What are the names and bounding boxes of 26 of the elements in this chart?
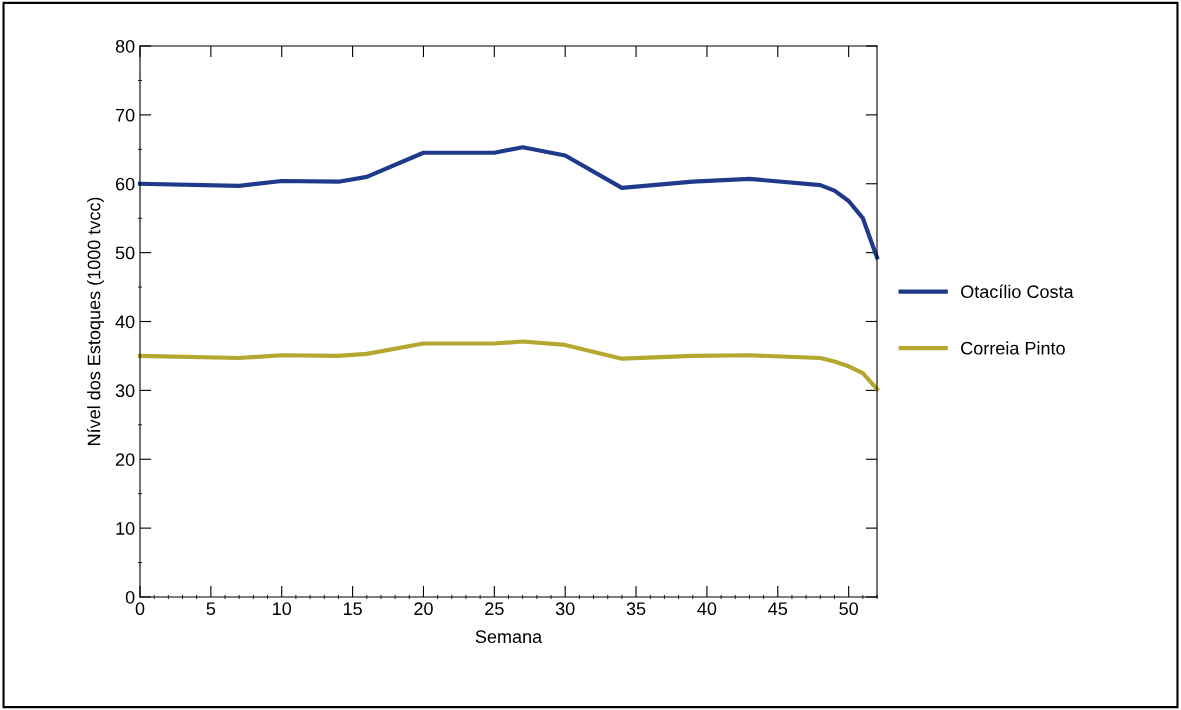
y-tick-label: 80	[115, 39, 135, 53]
y-tick-label: 30	[115, 384, 135, 398]
x-tick-label: 40	[697, 602, 717, 616]
y-tick-label: 60	[115, 177, 135, 191]
x-tick-label: 15	[343, 602, 362, 616]
y-tick-label: 70	[115, 108, 135, 122]
x-tick-label: 30	[555, 602, 575, 616]
line-series	[137, 339, 880, 392]
y-tick-label: 10	[116, 522, 135, 535]
x-tick-label: 20	[414, 602, 433, 616]
x-tick-label: 25	[485, 602, 504, 616]
x-tick-label: 45	[768, 602, 788, 616]
y-tick-label: 50	[115, 246, 135, 260]
legend-label: Correia Pinto	[961, 341, 1065, 355]
y-axis-title: Nível dos Estoques (1000 tvcc)	[86, 197, 104, 445]
x-tick-label: 0	[135, 602, 145, 616]
x-axis-title: Semana	[475, 630, 543, 644]
y-tick-label: 20	[115, 453, 135, 466]
y-tick-label: 0	[125, 590, 135, 604]
y-tick-label: 40	[115, 315, 135, 329]
x-tick-label: 35	[626, 602, 646, 616]
legend-label: Otacílio Costa	[961, 284, 1074, 299]
x-tick-label: 50	[839, 602, 858, 616]
x-tick-label: 5	[206, 602, 216, 616]
line-series	[137, 145, 880, 260]
x-tick-label: 10	[273, 602, 292, 616]
